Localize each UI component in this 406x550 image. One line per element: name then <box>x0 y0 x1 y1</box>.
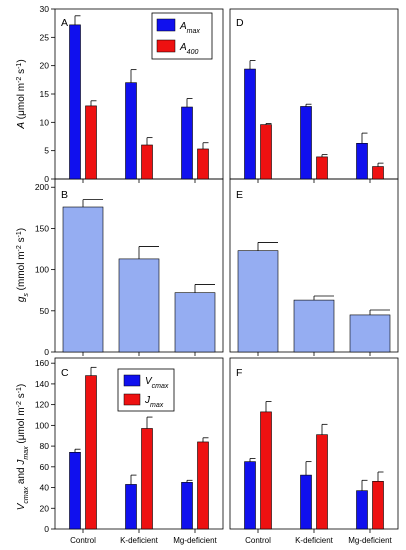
y-tick-label-a: 5 <box>44 146 49 156</box>
panel-c-label: C <box>61 367 69 379</box>
bar-c <box>181 482 193 530</box>
category-label-c: K-deficient <box>120 536 159 545</box>
y-tick-label-b: 0 <box>44 347 49 357</box>
y-tick-label-a: 0 <box>44 174 49 184</box>
panel-e-label: E <box>236 189 243 201</box>
y-tick-label-a: 15 <box>40 89 50 99</box>
bar-e <box>293 299 335 353</box>
bar-e <box>237 250 279 353</box>
y-tick-label-c: 80 <box>40 441 50 451</box>
bar-b <box>174 292 216 353</box>
bar-f <box>372 481 384 530</box>
y-tick-label-b: 200 <box>35 182 49 192</box>
bar-f <box>356 490 368 530</box>
legend-a: Amax A400 <box>151 12 213 60</box>
y-tick-label-c: 140 <box>35 379 49 389</box>
bar-e <box>349 314 391 353</box>
panel-b-label: B <box>61 189 68 201</box>
category-label-c: Mg-deficient <box>173 536 217 545</box>
y-tick-label-b: 100 <box>35 265 49 275</box>
y-tick-label-c: 60 <box>40 462 50 472</box>
legend-swatch-jmax <box>123 393 141 406</box>
y-tick-label-c: 40 <box>40 483 50 493</box>
bar-d <box>372 166 384 180</box>
bar-b <box>62 206 104 353</box>
y-axis-title-vj: Vcmax and Jmax (μmol m-2 s-1) <box>16 384 30 511</box>
y-tick-label-a: 30 <box>40 4 50 14</box>
category-label-f: Mg-deficient <box>348 536 392 545</box>
y-axis-title-gs: gs (mmol m-2 s-1) <box>16 228 30 302</box>
y-tick-label-b: 150 <box>35 223 49 233</box>
bar-a <box>69 24 81 180</box>
legend-swatch-a400 <box>156 39 176 53</box>
y-tick-label-a: 20 <box>40 61 50 71</box>
bar-c <box>197 441 209 530</box>
category-label-f: Control <box>245 536 271 545</box>
bar-b <box>118 258 160 353</box>
bar-f <box>300 474 312 530</box>
category-label-f: K-deficient <box>295 536 334 545</box>
y-tick-label-a: 25 <box>40 32 50 42</box>
legend-swatch-vcmax <box>123 374 141 387</box>
bar-f <box>260 411 272 530</box>
bar-a <box>125 82 137 180</box>
legend-c: Vcmax Jmax <box>117 368 175 412</box>
bar-f <box>316 434 328 530</box>
y-tick-label-c: 100 <box>35 420 49 430</box>
category-label-c: Control <box>70 536 96 545</box>
bar-c <box>69 452 81 530</box>
panel-f-label: F <box>236 367 242 379</box>
bar-c <box>141 428 153 530</box>
y-tick-label-c: 0 <box>44 524 49 534</box>
bar-a <box>181 106 193 180</box>
y-tick-label-b: 50 <box>40 306 50 316</box>
bar-f <box>244 461 256 530</box>
bar-d <box>300 106 312 180</box>
panel-d-label: D <box>236 17 244 29</box>
bar-d <box>316 156 328 180</box>
bar-a <box>141 144 153 180</box>
bar-d <box>260 124 272 180</box>
y-axis-title-a: A (μmol m-2 s-1) <box>16 59 28 129</box>
bar-a <box>85 105 97 180</box>
bar-d <box>356 143 368 180</box>
panel-a-label: A <box>61 17 68 29</box>
y-tick-label-c: 120 <box>35 400 49 410</box>
y-tick-label-c: 20 <box>40 503 50 513</box>
bar-a <box>197 148 209 180</box>
y-tick-label-c: 160 <box>35 358 49 368</box>
bar-c <box>125 484 137 530</box>
bar-c <box>85 375 97 530</box>
legend-swatch-amax <box>156 18 176 32</box>
y-tick-label-a: 10 <box>40 117 50 127</box>
bar-d <box>244 68 256 180</box>
